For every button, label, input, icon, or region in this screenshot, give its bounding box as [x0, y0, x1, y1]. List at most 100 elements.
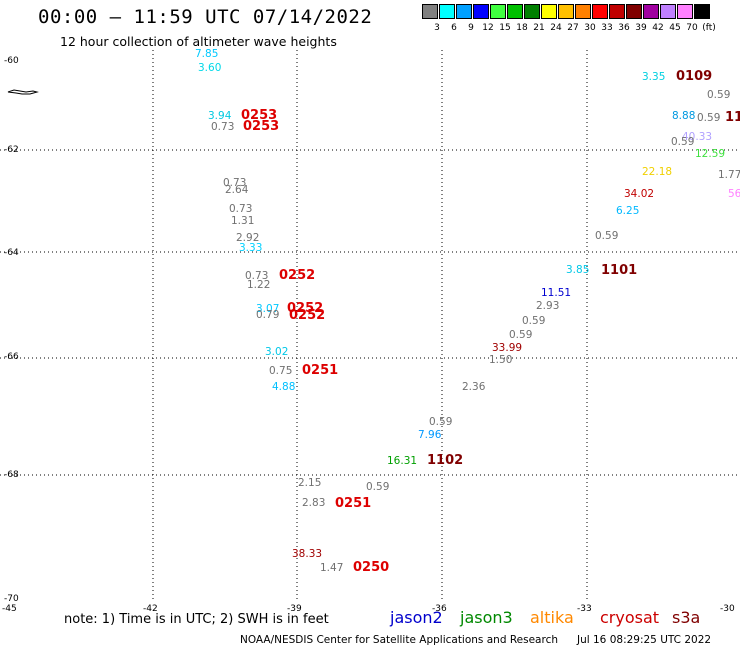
color-swatch [643, 4, 659, 19]
pass-time-label: 1102 [427, 453, 464, 468]
color-swatch [541, 4, 557, 19]
swh-value: 0.59 [509, 329, 533, 341]
swh-value: 0.59 [697, 112, 721, 124]
swh-value: 0.59 [595, 230, 619, 242]
credit-line: NOAA/NESDIS Center for Satellite Applica… [240, 634, 558, 646]
map-frame [0, 50, 740, 600]
color-scale-label: 12 [482, 23, 494, 33]
swh-value: 56 [728, 188, 740, 200]
satellite-legend-cryosat: cryosat [600, 608, 660, 627]
swh-value: 3.60 [198, 62, 222, 74]
satellite-legend-altika: altika [530, 608, 574, 627]
longitude-label: -39 [287, 604, 302, 614]
latitude-label: -70 [4, 594, 19, 604]
color-swatch [558, 4, 574, 19]
color-swatch [490, 4, 506, 19]
latitude-label: -60 [4, 56, 19, 66]
color-scale-label: 27 [567, 23, 579, 33]
island-outline [7, 89, 39, 95]
color-swatch [524, 4, 540, 19]
color-scale-label: 33 [601, 23, 613, 33]
latitude-label: -62 [4, 145, 19, 155]
swh-value: 0.73 [223, 177, 247, 189]
swh-value: 0.59 [366, 481, 390, 493]
swh-value: 1.50 [489, 354, 513, 366]
color-swatch [422, 4, 438, 19]
color-swatch [439, 4, 455, 19]
satellite-legend-jason3: jason3 [460, 608, 513, 627]
chart-title: 00:00 – 11:59 UTC 07/14/2022 [38, 6, 373, 28]
color-swatch [626, 4, 642, 19]
pass-time-label: 0109 [676, 69, 713, 84]
color-scale-label: 30 [584, 23, 596, 33]
swh-value: 0.79 [256, 309, 280, 321]
swh-value: 3.35 [642, 71, 666, 83]
color-scale-label: 70 [686, 23, 698, 33]
color-scale-label: 36 [618, 23, 630, 33]
color-swatch [456, 4, 472, 19]
latitude-label: -68 [4, 470, 19, 480]
swh-value: 8.88 [672, 110, 696, 122]
swh-value: 0.59 [671, 136, 695, 148]
color-swatch [592, 4, 608, 19]
swh-value: 6.25 [616, 205, 640, 217]
pass-time-label: 0252 [287, 301, 324, 316]
swh-value: 4.88 [272, 381, 296, 393]
pass-time-label: 11 [725, 110, 740, 125]
swh-value: 7.85 [195, 48, 219, 60]
swh-value: 0.73 [245, 270, 269, 282]
swh-value: 0.73 [211, 121, 235, 133]
color-swatch [507, 4, 523, 19]
color-swatch [694, 4, 710, 19]
swh-value: 3.33 [239, 242, 263, 254]
longitude-label: -30 [720, 604, 735, 614]
swh-value: 22.18 [642, 166, 673, 178]
color-scale-label: 24 [550, 23, 562, 33]
longitude-label: -33 [577, 604, 592, 614]
pass-time-label: 0250 [353, 560, 390, 575]
latitude-label: -64 [4, 248, 19, 258]
swh-value: 0.75 [269, 365, 293, 377]
swh-value: 2.15 [298, 477, 322, 489]
chart-subtitle: 12 hour collection of altimeter wave hei… [60, 34, 337, 49]
swh-value: 1.77 [718, 169, 740, 181]
color-scale-label: 9 [468, 23, 474, 33]
pass-time-label: 0251 [335, 496, 372, 511]
swh-value: 33.99 [492, 342, 523, 354]
footer-note: note: 1) Time is in UTC; 2) SWH is in fe… [64, 612, 329, 627]
color-swatch [575, 4, 591, 19]
color-swatch [609, 4, 625, 19]
swh-value: 2.36 [462, 381, 486, 393]
swh-value: 34.02 [624, 188, 655, 200]
swh-value: 0.59 [429, 416, 453, 428]
swh-value: 0.59 [707, 89, 731, 101]
latitude-label: -66 [4, 352, 19, 362]
swh-value: 3.94 [208, 110, 232, 122]
swh-value: 2.93 [536, 300, 560, 312]
color-swatch [677, 4, 693, 19]
swh-value: 3.85 [566, 264, 590, 276]
swh-value: 0.59 [522, 315, 546, 327]
color-scale-label: 42 [652, 23, 664, 33]
swh-value: 0.73 [229, 203, 253, 215]
pass-time-label: 0253 [241, 108, 278, 123]
swh-value: 40.33 [682, 131, 713, 143]
color-scale-label: (ft) [702, 23, 716, 33]
pass-time-label: 0251 [302, 363, 339, 378]
swh-value: 11.51 [541, 287, 572, 299]
pass-time-label: 0252 [279, 268, 316, 283]
swh-value: 12.59 [695, 148, 726, 160]
island-outline [7, 89, 39, 95]
swh-value: 16.31 [387, 455, 418, 467]
swh-value: 38.33 [292, 548, 323, 560]
color-scale-label: 39 [635, 23, 647, 33]
pass-time-label: 0253 [243, 119, 280, 134]
color-scale-label: 18 [516, 23, 528, 33]
swh-value: 3.02 [265, 346, 289, 358]
swh-value: 2.92 [236, 232, 260, 244]
color-scale-label: 6 [451, 23, 457, 33]
longitude-label: -42 [143, 604, 158, 614]
longitude-label: -36 [432, 604, 447, 614]
generation-timestamp: Jul 16 08:29:25 UTC 2022 [577, 634, 712, 646]
color-swatch [473, 4, 489, 19]
